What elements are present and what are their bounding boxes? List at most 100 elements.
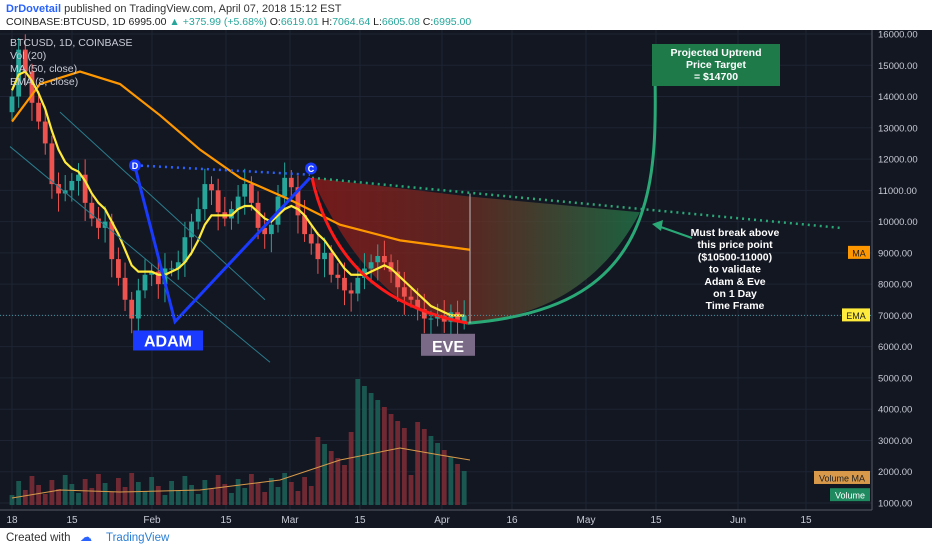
projection-curve (467, 74, 657, 325)
eve-label-bg (421, 333, 475, 356)
candle-body (249, 184, 254, 203)
candle-body (282, 177, 288, 197)
legend-ma: MA (50, close) (10, 63, 77, 75)
candle-body (448, 312, 454, 322)
y-tick-label: 5000.00 (878, 373, 912, 384)
candle-body (9, 96, 15, 113)
volume-bar (22, 490, 28, 505)
legend-symbol: BTCUSD, 1D, COINBASE (10, 37, 133, 49)
volume-bar (355, 379, 361, 505)
x-tick-label: 15 (66, 515, 78, 526)
eve-label: EVE (432, 339, 464, 356)
volume-bar (29, 476, 35, 505)
volume-bar (441, 450, 447, 505)
volume-bar (328, 451, 334, 505)
candle-body (162, 268, 168, 285)
adam-pattern-line (133, 166, 312, 325)
trendline-diagonal (9, 146, 271, 363)
volume-bar (455, 464, 460, 505)
volume-bar (235, 479, 241, 505)
volume-bar (295, 491, 301, 505)
volume-bar (222, 484, 228, 505)
volume-bar (421, 429, 427, 505)
volume-bar (16, 481, 22, 505)
target-box (652, 44, 780, 86)
ma-tag-bg (848, 245, 870, 259)
candle-body (328, 252, 334, 275)
candle-body (169, 268, 174, 270)
candle-body (82, 174, 88, 203)
volume-bar (348, 432, 354, 505)
target-text-line: Projected Uptrend (670, 47, 761, 59)
candle-body (268, 224, 274, 235)
price-axis-bg (872, 30, 932, 528)
tradingview-logo-icon[interactable]: ☁ (80, 530, 92, 544)
candle-body (102, 221, 108, 228)
volume-bar (175, 490, 181, 505)
target-text-line: = $14700 (694, 71, 738, 83)
volume-ma-tag: Volume MA (819, 473, 865, 483)
time-axis[interactable]: 18 15 Feb 15 Mar 15 Apr 16 May 15 Jun 15 (0, 509, 872, 526)
ma-50-line (11, 70, 471, 251)
volume-bar (229, 493, 234, 505)
candle-body (461, 315, 467, 322)
candle-body (175, 262, 181, 269)
note-text-line: this price point (697, 239, 773, 251)
candle-body (455, 312, 460, 322)
low-value: 6605.08 (381, 16, 420, 28)
point-c-label: C (308, 164, 315, 174)
adam-label: ADAM (144, 333, 192, 350)
chart-area[interactable]: D C ADAM EVE Projected Uptrend Price Target = … (0, 30, 932, 528)
candle-body (56, 184, 61, 194)
volume-bar (448, 457, 454, 505)
candle-body (229, 209, 234, 219)
candle-body (235, 196, 241, 210)
candle-body (22, 49, 28, 72)
tradingview-brand[interactable]: TradingView (106, 532, 170, 544)
volume-bar (395, 421, 401, 505)
volume-bar (302, 477, 307, 505)
volume-bar (461, 471, 467, 505)
author-link[interactable]: DrDovetail (6, 3, 62, 15)
y-tick-label: 14000.00 (878, 92, 918, 103)
price-axis[interactable]: 16000.00 15000.00 14000.00 13000.00 12000.00… (871, 30, 932, 528)
candle-body (322, 252, 327, 260)
volume-tag: Volume (835, 491, 865, 501)
volume-bar (408, 475, 414, 505)
y-tick-label: 12000.00 (878, 155, 918, 166)
cup-projection-fill (312, 177, 640, 324)
volume-bar (129, 473, 135, 505)
header-bar: DrDovetail published on TradingView.com,… (0, 0, 932, 30)
volume-bar (69, 484, 75, 505)
legend-vol: Vol (20) (10, 50, 46, 62)
volume-bar (142, 491, 148, 505)
x-tick-label: 15 (354, 515, 366, 526)
volume-bar (275, 487, 281, 505)
candle-body (308, 234, 314, 244)
volume-bar (135, 482, 141, 505)
ohlc-line: COINBASE:BTCUSD, 1D 6995.00 ▲ +375.99 (+… (6, 16, 471, 28)
volume-bar (268, 478, 274, 505)
volume-bar (56, 489, 61, 505)
candle-body (428, 318, 434, 320)
candle-body (415, 299, 421, 310)
candle-body (155, 271, 161, 285)
x-tick-label: 18 (6, 515, 18, 526)
volume-tag-bg (830, 488, 870, 502)
volume-bar (209, 489, 214, 505)
breakout-arrow-head-icon (652, 220, 663, 231)
volume-bar (362, 386, 367, 505)
volume-bar (382, 407, 387, 505)
volume-bar (308, 486, 314, 505)
x-tick-label: Jun (730, 515, 746, 526)
candle-body (342, 277, 347, 291)
adam-label-bg (133, 330, 203, 351)
x-tick-label: Feb (143, 515, 161, 526)
candle-body (135, 290, 141, 319)
low-label: L: (373, 16, 382, 28)
ema-8-line (10, 70, 465, 317)
volume-bar (415, 422, 421, 505)
target-text-line: Price Target (686, 59, 746, 71)
x-tick-label: Mar (281, 515, 299, 526)
